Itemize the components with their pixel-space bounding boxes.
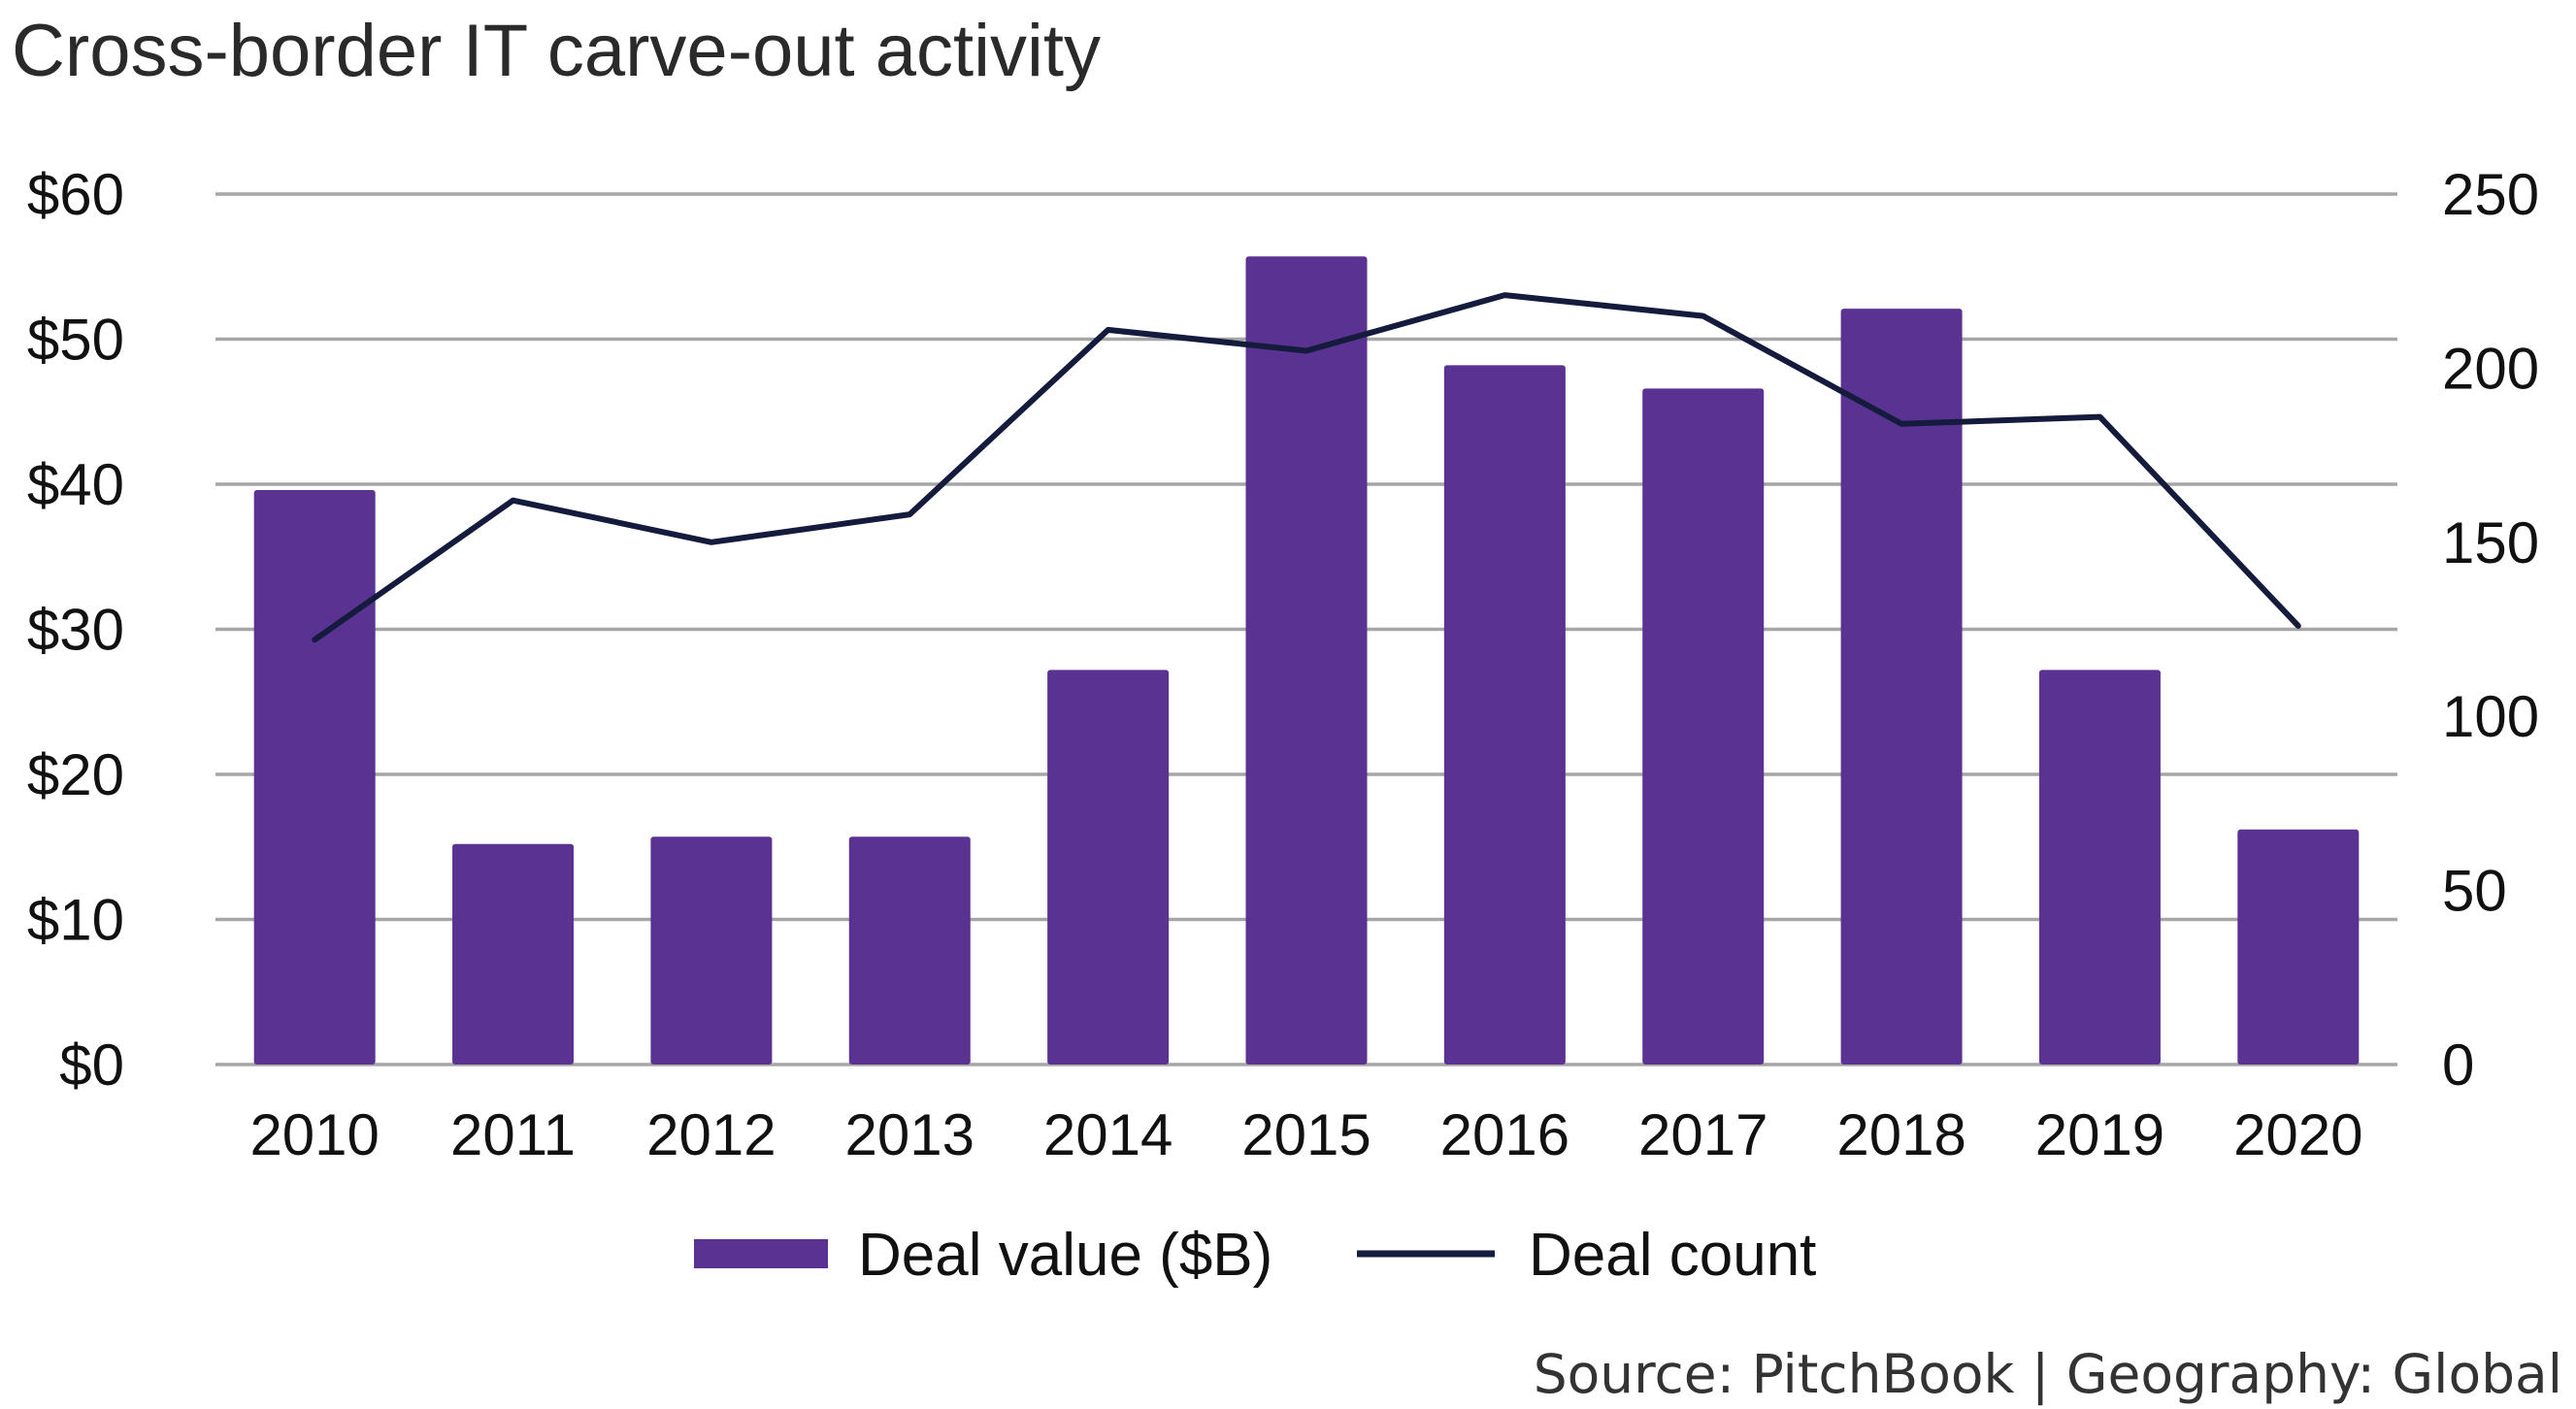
bar-2019: [2038, 670, 2161, 1065]
x-axis: 2010 2011 2012 2013 2014 2015 2016 2017 2018 2019…: [249, 1102, 2362, 1167]
x-axis-tick-label: 2010: [249, 1102, 379, 1167]
deal-count-point-2015: [1304, 347, 1309, 353]
deal-count-point-2011: [511, 498, 516, 504]
bar-2010: [253, 489, 376, 1065]
bar-2016: [1443, 365, 1566, 1065]
bar-2011: [452, 843, 575, 1065]
legend: Deal value ($B) Deal count: [694, 1222, 1816, 1289]
x-axis-tick-label: 2012: [646, 1102, 776, 1167]
deal-count-point-2014: [1106, 327, 1111, 333]
right-axis-tick-label: 250: [2442, 162, 2539, 227]
x-axis-tick-label: 2019: [2035, 1102, 2164, 1167]
x-axis-tick-label: 2016: [1440, 1102, 1569, 1167]
right-axis: 0 50 100 150 200 250: [2442, 162, 2539, 1098]
deal-count-point-2010: [312, 637, 317, 642]
legend-label-deal-value: Deal value ($B): [858, 1222, 1272, 1289]
x-axis-tick-label: 2015: [1241, 1102, 1371, 1167]
left-axis-tick-label: $30: [27, 598, 124, 663]
left-axis-tick-label: $40: [27, 452, 124, 517]
deal-count-point-2016: [1502, 292, 1507, 298]
right-axis-tick-label: 100: [2442, 684, 2539, 749]
x-axis-tick-label: 2017: [1638, 1102, 1767, 1167]
bar-series: [253, 256, 2360, 1065]
deal-count-point-2018: [1899, 421, 1904, 427]
left-axis-tick-label: $10: [27, 888, 124, 953]
left-axis-tick-label: $60: [27, 162, 124, 227]
x-axis-tick-label: 2020: [2233, 1102, 2362, 1167]
legend-swatch-deal-value: [694, 1239, 828, 1268]
deal-count-point-2019: [2097, 414, 2102, 420]
bar-2014: [1047, 670, 1170, 1065]
left-axis-tick-label: $50: [27, 308, 124, 373]
x-axis-tick-label: 2011: [450, 1102, 576, 1167]
deal-count-point-2013: [907, 511, 912, 517]
deal-count-point-2012: [709, 540, 714, 545]
legend-label-deal-count: Deal count: [1529, 1222, 1816, 1289]
x-axis-tick-label: 2014: [1043, 1102, 1172, 1167]
line-series: [312, 292, 2301, 643]
left-axis: $0 $10 $20 $30 $40 $50 $60: [27, 162, 124, 1098]
deal-count-point-2017: [1701, 313, 1706, 319]
bar-2018: [1840, 309, 1963, 1065]
bar-2013: [848, 836, 971, 1065]
left-axis-tick-label: $20: [27, 742, 124, 807]
right-axis-tick-label: 150: [2442, 510, 2539, 575]
bar-2015: [1245, 256, 1368, 1065]
deal-count-point-2020: [2295, 623, 2301, 629]
right-axis-tick-label: 200: [2442, 336, 2539, 401]
right-axis-tick-label: 50: [2442, 859, 2507, 924]
bar-2012: [650, 836, 773, 1065]
right-axis-tick-label: 0: [2442, 1032, 2474, 1098]
chart-title: Cross-border IT carve-out activity: [12, 10, 1101, 92]
x-axis-tick-label: 2013: [845, 1102, 974, 1167]
source-note: Source: PitchBook | Geography: Global: [1534, 1343, 2562, 1406]
bar-2020: [2237, 829, 2360, 1065]
bar-2017: [1642, 388, 1765, 1065]
left-axis-tick-label: $0: [59, 1032, 124, 1098]
x-axis-tick-label: 2018: [1836, 1102, 1965, 1167]
